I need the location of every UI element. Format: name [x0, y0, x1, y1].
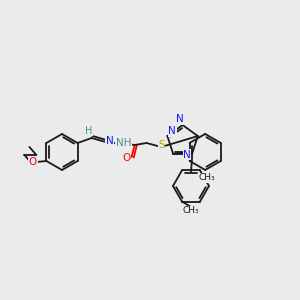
Text: NH: NH: [116, 139, 131, 148]
Text: N: N: [183, 150, 191, 160]
Text: O: O: [122, 153, 131, 163]
Text: H: H: [85, 126, 92, 136]
Text: N: N: [169, 126, 176, 136]
Text: N: N: [176, 114, 184, 124]
Text: O: O: [29, 157, 37, 167]
Text: S: S: [158, 140, 165, 150]
Text: CH₃: CH₃: [183, 206, 199, 215]
Text: N: N: [106, 136, 113, 146]
Text: CH₃: CH₃: [199, 173, 215, 182]
